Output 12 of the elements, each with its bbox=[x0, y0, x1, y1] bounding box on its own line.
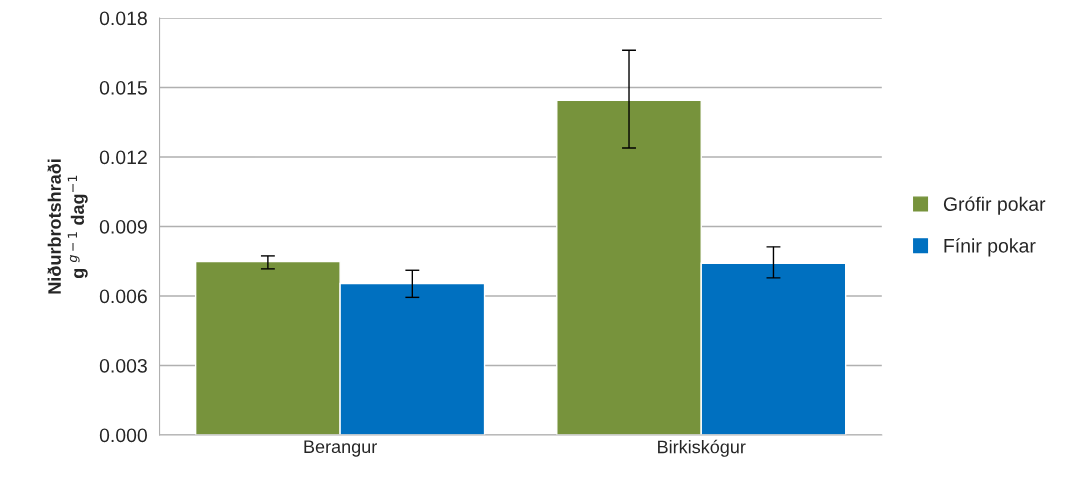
y-tick-label: 0.006 bbox=[99, 289, 147, 304]
y-tick-label: 0.018 bbox=[99, 11, 147, 26]
y-axis-title: Niðurbrotshraði g $^{g−1}$ dag$^{−1}$ bbox=[47, 159, 88, 294]
legend-label: Fínir pokar bbox=[944, 238, 1036, 257]
legend-label: Grófir pokar bbox=[943, 196, 1046, 215]
x-tick-label: Berangur bbox=[304, 440, 377, 457]
y-tick-label: 0.000 bbox=[99, 428, 147, 443]
y-tick-label: 0.012 bbox=[99, 150, 147, 165]
y-tick-label: 0.009 bbox=[99, 219, 147, 234]
y-tick-label: 0.015 bbox=[99, 80, 147, 95]
y-tick-label: 0.003 bbox=[99, 358, 147, 373]
x-tick-label: Birkiskógur bbox=[658, 439, 746, 457]
